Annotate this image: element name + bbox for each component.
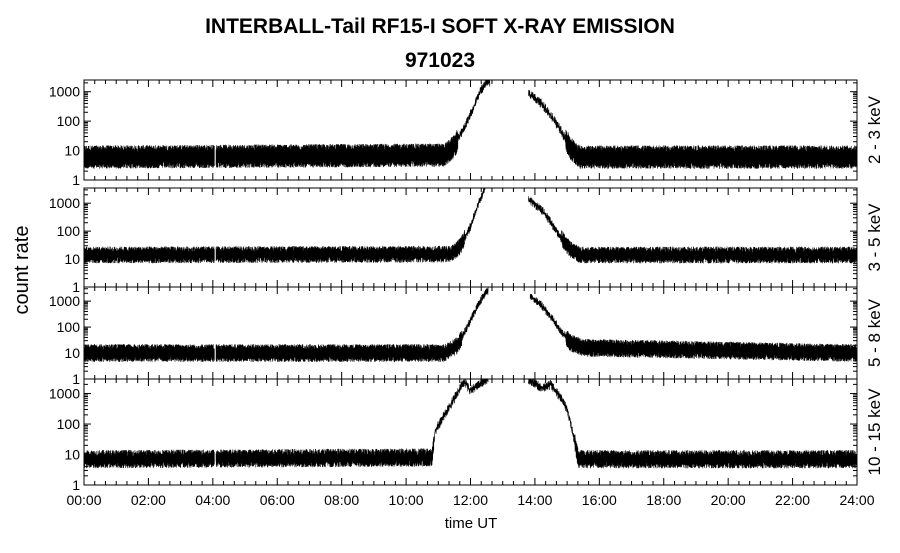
y-tick-label: 1000 bbox=[49, 293, 80, 309]
chart-title: INTERBALL-Tail RF15-I SOFT X-RAY EMISSIO… bbox=[205, 15, 675, 38]
panel-label: 10 - 15 keV bbox=[865, 388, 884, 476]
x-axis-label: time UT bbox=[445, 515, 498, 532]
y-tick-label: 10 bbox=[64, 447, 80, 463]
x-tick-label: 10:00 bbox=[389, 492, 424, 508]
series-trace bbox=[83, 187, 858, 264]
x-tick-label: 02:00 bbox=[131, 492, 166, 508]
x-tick-label: 06:00 bbox=[260, 492, 295, 508]
panel-3: 1 10 100 1000 10 - 15 keV bbox=[49, 377, 884, 493]
panel-label: 3 - 5 keV bbox=[865, 203, 884, 272]
y-tick-label: 1000 bbox=[49, 195, 80, 211]
y-tick-label: 1000 bbox=[49, 386, 80, 402]
y-axis-label: count rate bbox=[11, 226, 33, 315]
panel-1: 1 10 100 1000 3 - 5 keV bbox=[49, 187, 884, 295]
y-tick-label: 1 bbox=[72, 477, 80, 493]
panel-label: 2 - 3 keV bbox=[865, 95, 884, 164]
y-tick-label: 10 bbox=[64, 345, 80, 361]
series-trace bbox=[83, 79, 858, 169]
panel-frame bbox=[83, 378, 858, 486]
y-tick-label: 1 bbox=[72, 279, 80, 295]
y-tick-label: 100 bbox=[57, 319, 81, 335]
x-tick-label: 22:00 bbox=[775, 492, 810, 508]
x-tick-label: 24:00 bbox=[839, 492, 874, 508]
x-tick-label: 14:00 bbox=[517, 492, 552, 508]
x-tick-label: 20:00 bbox=[711, 492, 746, 508]
y-tick-label: 100 bbox=[57, 223, 81, 239]
series-trace bbox=[83, 287, 858, 362]
x-tick-label: 00:00 bbox=[66, 492, 101, 508]
x-tick-label: 04:00 bbox=[195, 492, 230, 508]
x-tick-label: 16:00 bbox=[582, 492, 617, 508]
panel-frame bbox=[83, 286, 858, 380]
y-tick-label: 10 bbox=[64, 143, 80, 159]
chart-subtitle: 971023 bbox=[405, 49, 475, 72]
series-trace bbox=[83, 377, 858, 469]
y-tick-label: 1000 bbox=[49, 84, 80, 100]
y-tick-label: 1 bbox=[72, 172, 80, 188]
panel-0: 1 10 100 1000 2 - 3 keV bbox=[49, 79, 884, 188]
x-tick-label: 18:00 bbox=[646, 492, 681, 508]
y-tick-label: 1 bbox=[72, 371, 80, 387]
panel-frame bbox=[83, 187, 858, 288]
panel-2: 1 10 100 1000 5 - 8 keV bbox=[49, 286, 884, 387]
y-tick-label: 100 bbox=[57, 113, 81, 129]
x-tick-label: 12:00 bbox=[453, 492, 488, 508]
panel-label: 5 - 8 keV bbox=[865, 298, 884, 367]
y-tick-label: 100 bbox=[57, 416, 81, 432]
y-tick-label: 10 bbox=[64, 251, 80, 267]
x-tick-label: 08:00 bbox=[324, 492, 359, 508]
